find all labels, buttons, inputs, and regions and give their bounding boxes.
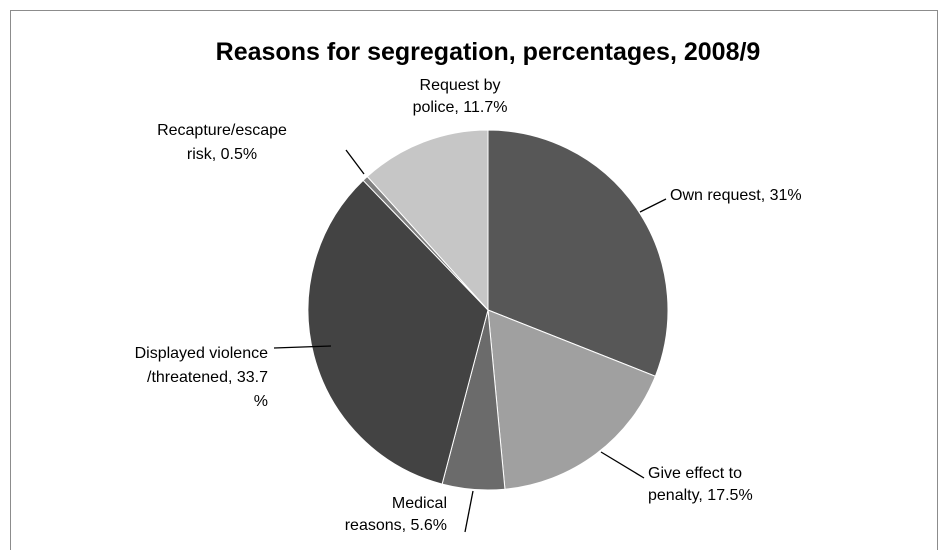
leader-lines bbox=[273, 149, 667, 533]
data-label-line: reasons, 5.6% bbox=[345, 517, 447, 534]
data-label: Own request, 31% bbox=[670, 187, 802, 204]
data-label-line: Own request, 31% bbox=[670, 187, 802, 204]
data-label-line: police, 11.7% bbox=[413, 99, 508, 116]
data-label: Medical reasons, 5.6% bbox=[345, 495, 447, 534]
leader-line bbox=[273, 345, 332, 349]
data-label: Give effect to penalty, 17.5% bbox=[648, 465, 753, 504]
leader-line bbox=[639, 198, 667, 213]
data-label: Recapture/escape risk, 0.5% bbox=[157, 122, 287, 163]
leader-line bbox=[345, 149, 365, 175]
pie-slice-give-effect-to-penalty bbox=[487, 309, 657, 490]
data-label-line: Medical bbox=[392, 495, 447, 512]
pie-slice-displayed-violence-threatened bbox=[307, 179, 489, 485]
pie-slice-own-request bbox=[487, 129, 669, 377]
data-label-line: Displayed violence bbox=[135, 345, 269, 362]
slice-labels: Own request, 31% Give effect to penalty, 1… bbox=[135, 77, 802, 534]
data-label: Displayed violence/threatened, 33.7% bbox=[135, 345, 269, 410]
data-label: Request by police, 11.7% bbox=[413, 77, 508, 116]
data-label-line: % bbox=[254, 393, 268, 410]
data-label-line: Recapture/escape bbox=[157, 122, 287, 139]
chart-title: Reasons for segregation, percentages, 20… bbox=[216, 38, 761, 66]
data-label-line: Request by bbox=[420, 77, 501, 94]
pie-slices bbox=[307, 129, 669, 491]
data-label-line: Give effect to bbox=[648, 465, 742, 482]
leader-line bbox=[600, 451, 645, 479]
data-label-line: /threatened, 33.7 bbox=[147, 369, 268, 386]
data-label-line: penalty, 17.5% bbox=[648, 487, 753, 504]
pie-slice-request-by-police bbox=[366, 129, 489, 312]
data-label-line: risk, 0.5% bbox=[187, 146, 257, 163]
leader-line bbox=[464, 490, 474, 533]
